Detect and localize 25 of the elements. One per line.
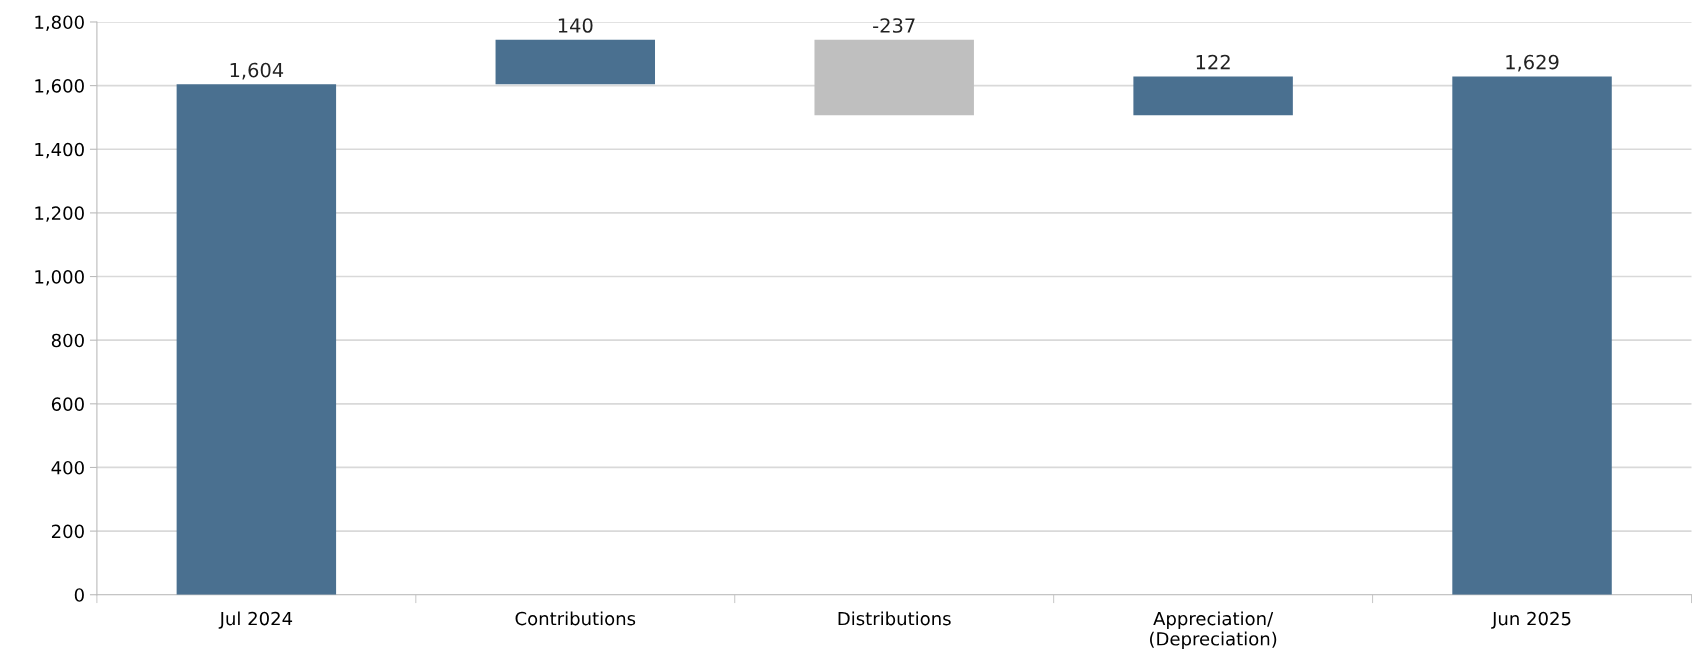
x-tick-label: Contributions: [515, 611, 636, 626]
y-tick-label: 1,200: [35, 206, 84, 222]
x-tick-label: Distributions: [838, 611, 951, 626]
data-label: 140: [558, 18, 593, 33]
y-tick-label: 600: [51, 397, 84, 411]
y-tick-label: 800: [51, 333, 84, 348]
data-label: 1,629: [1506, 54, 1559, 72]
bar: [1452, 76, 1612, 595]
x-tick-label: Jul 2024: [218, 611, 293, 629]
data-label: -237: [873, 18, 915, 33]
y-tick-label: 200: [51, 524, 84, 539]
y-tick-label: 0: [74, 588, 84, 602]
x-tick-label: Appreciation/ (Depreciation): [1150, 611, 1277, 650]
y-tick-label: 1,800: [35, 15, 84, 31]
bar: [495, 39, 656, 85]
data-label: 122: [1196, 54, 1230, 70]
data-label: 1,604: [230, 62, 284, 80]
bar: [814, 39, 974, 116]
y-tick-label: 1,400: [35, 142, 84, 159]
y-tick-label: 1,600: [35, 79, 84, 95]
bar: [176, 84, 337, 595]
y-tick-label: 1,000: [35, 270, 84, 286]
bar: [1133, 76, 1293, 116]
y-tick-label: 400: [51, 460, 84, 475]
x-tick-label: Jun 2025: [1491, 611, 1571, 629]
